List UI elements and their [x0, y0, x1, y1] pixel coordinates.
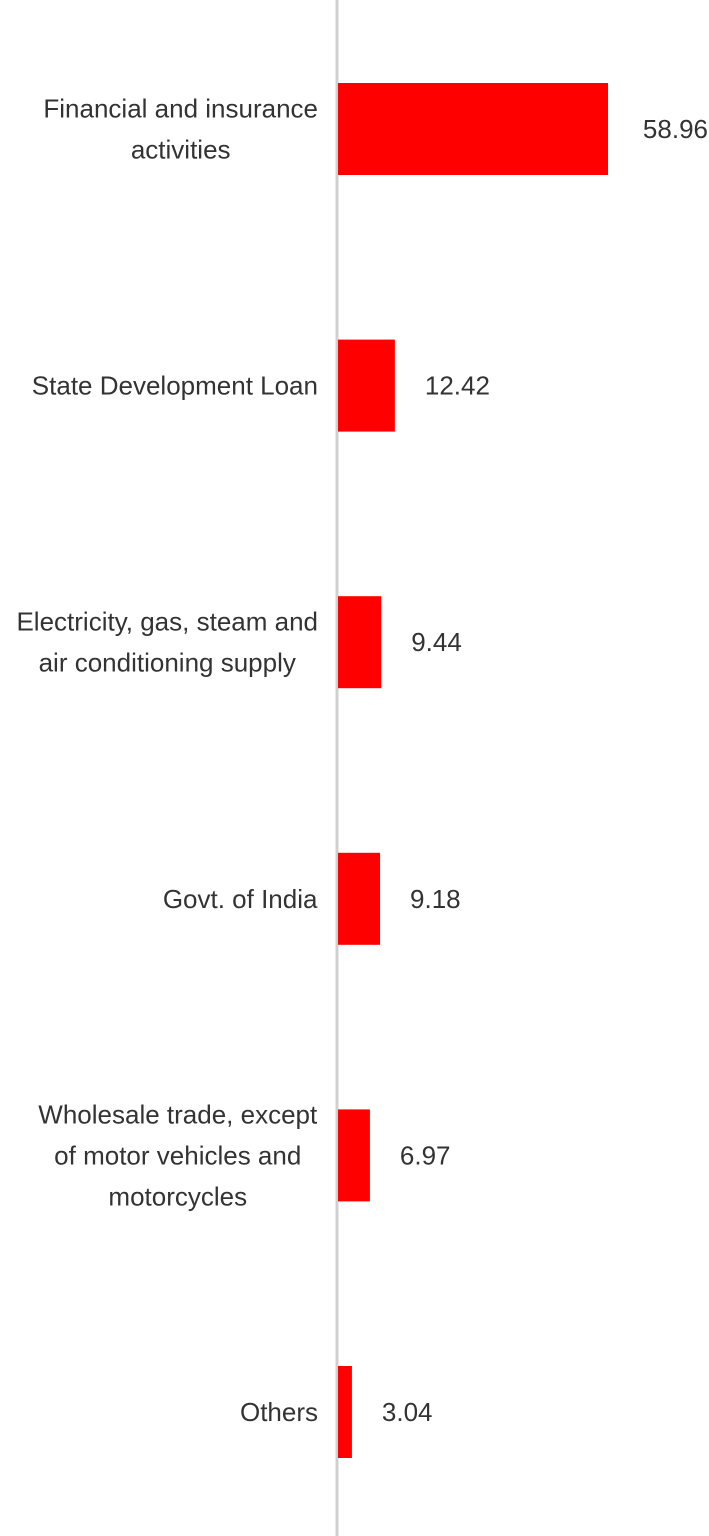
data-label: 58.96: [643, 114, 708, 144]
category-label: Financial and insurance activities: [43, 94, 318, 165]
data-label: 9.44: [411, 627, 462, 657]
data-label: 9.18: [410, 884, 461, 914]
bar: [338, 83, 608, 175]
data-label: 6.97: [400, 1140, 451, 1170]
bar: [338, 339, 395, 432]
bars-group: [338, 83, 608, 1458]
category-label: State Development Loan: [32, 371, 318, 401]
category-label: Others: [240, 1397, 318, 1427]
category-label: Electricity, gas, steam and air condition…: [16, 607, 318, 678]
category-labels-group: Financial and insurance activities State D…: [16, 94, 318, 1428]
bar: [338, 1109, 370, 1202]
category-label: Govt. of India: [163, 884, 318, 914]
bar: [338, 596, 382, 689]
bar: [338, 852, 381, 945]
value-labels-group: 58.96 12.42 9.44 9.18 6.97 3.04: [382, 114, 708, 1427]
data-label: 12.42: [425, 371, 490, 401]
bar: [338, 1366, 352, 1458]
data-label: 3.04: [382, 1397, 433, 1427]
category-label: Wholesale trade, except of motor vehicles…: [38, 1099, 318, 1211]
